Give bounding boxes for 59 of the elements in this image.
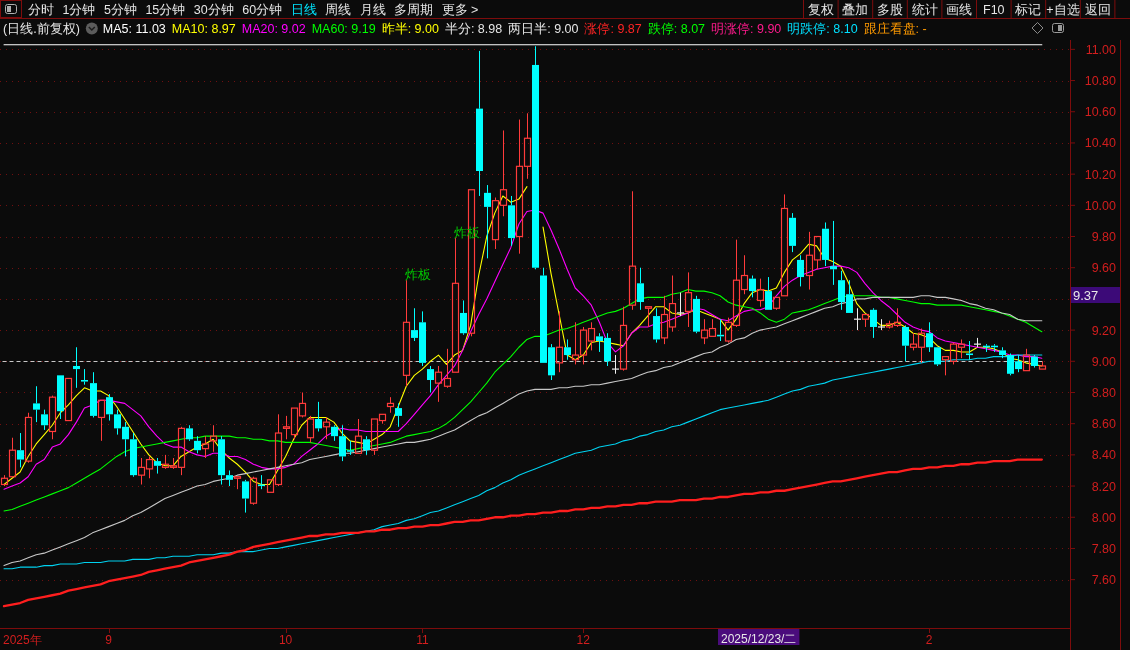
button-label: +自选	[1046, 3, 1080, 17]
header-item: 半分: 8.98	[444, 22, 503, 36]
y-tick-label: 9.80	[1091, 230, 1116, 244]
axis-year: 2025年	[3, 633, 42, 647]
x-tick-label: 9	[105, 633, 112, 647]
y-tick-label: 8.20	[1091, 479, 1116, 494]
header-item: 涨停: 9.87	[584, 22, 642, 36]
y-tick-label: 10.00	[1084, 198, 1116, 213]
y-tick-label: 8.00	[1091, 510, 1116, 525]
toolbar-label: 月线	[359, 3, 386, 17]
toolbar-label: 多周期	[394, 3, 434, 17]
x-tick-label: 10	[278, 633, 293, 647]
button-label: 叠加	[842, 3, 869, 17]
y-tick-label: 8.40	[1091, 448, 1116, 463]
legend-item: MA60: 9.19	[311, 22, 376, 36]
button-label: F10	[983, 3, 1005, 17]
y-tick-label: 8.60	[1091, 417, 1116, 432]
header-item: 跌停: 8.07	[647, 22, 706, 36]
button-label: 标记	[1015, 3, 1042, 17]
button-label: 多股	[877, 3, 903, 17]
y-tick-label: 7.60	[1091, 573, 1116, 588]
toolbar-label: 15分钟	[145, 3, 186, 17]
y-tick-label: 10.60	[1084, 105, 1116, 120]
crosshair-date: 2025/12/23/二	[721, 632, 797, 646]
button-label: 画线	[946, 3, 973, 17]
toolbar-label: 60分钟	[242, 3, 283, 17]
y-tick-label: 8.80	[1091, 386, 1116, 400]
header-item: 两日半: 9.00	[508, 22, 579, 36]
toolbar-label: 日线	[290, 3, 317, 17]
toolbar-label: 分时	[28, 3, 54, 17]
toolbar-label: 周线	[325, 3, 352, 17]
x-tick-label: 11	[416, 633, 429, 647]
header-item: 昨半: 9.00	[381, 22, 439, 36]
y-tick-label: 9.60	[1091, 261, 1116, 276]
y-tick-label: 9.20	[1091, 323, 1116, 338]
header-item: 跟庄看盘: -	[863, 22, 927, 36]
toolbar-label: 30分钟	[193, 3, 234, 17]
y-tick-label: 10.80	[1084, 74, 1116, 89]
toolbar-label: 1分钟	[62, 3, 96, 17]
y-tick-label: 7.80	[1091, 541, 1116, 556]
toolbar-label: 5分钟	[103, 3, 137, 17]
y-tick-label: 9.00	[1091, 354, 1116, 369]
crosshair-price: 9.37	[1073, 288, 1099, 303]
header-item: 明涨停: 9.90	[711, 22, 782, 36]
header-item: 明跌停: 8.10	[787, 22, 858, 36]
annotation: 炸板	[405, 267, 432, 283]
toolbar-label: 更多 >	[441, 3, 479, 17]
y-tick-label: 10.40	[1084, 136, 1116, 151]
button-label: 统计	[911, 3, 938, 17]
legend-item: MA10: 8.97	[171, 22, 236, 36]
x-tick-label: 12	[576, 633, 590, 647]
legend-item: MA5: 11.03	[102, 22, 166, 36]
x-tick-label: 2	[925, 633, 933, 647]
button-label: 复权	[807, 3, 834, 17]
y-tick-label: 10.20	[1084, 167, 1116, 182]
title: (日线.前复权)	[3, 22, 80, 36]
legend-item: MA20: 9.02	[241, 22, 306, 36]
y-tick-label: 11.00	[1085, 42, 1116, 57]
button-label: 返回	[1084, 3, 1111, 17]
